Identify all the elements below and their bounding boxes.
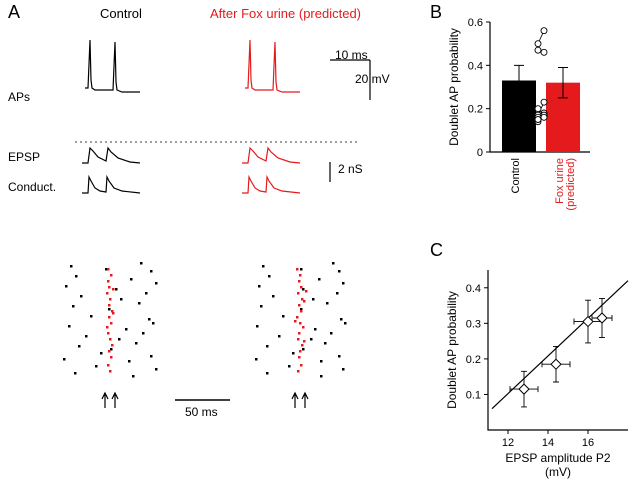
svg-text:Control: Control: [510, 158, 522, 193]
svg-text:0.3: 0.3: [466, 318, 481, 330]
svg-text:16: 16: [582, 437, 594, 449]
scale-cond: 2 nS: [338, 162, 363, 176]
panel-c-label: C: [430, 240, 443, 261]
raster-scale: 50 ms: [185, 405, 218, 419]
svg-text:0.2: 0.2: [466, 354, 481, 366]
svg-text:Doublet AP probability: Doublet AP probability: [447, 28, 461, 146]
svg-text:0.6: 0.6: [468, 17, 483, 29]
panel-a-traces: [20, 20, 440, 230]
svg-text:EPSP amplitude P2: EPSP amplitude P2: [505, 451, 611, 465]
panel-a-raster: [20, 260, 440, 460]
svg-text:Doublet AP probability: Doublet AP probability: [445, 291, 459, 409]
panel-b-chart: 00.20.40.6ControlFox urine(predicted)Dou…: [440, 12, 635, 222]
svg-text:0.4: 0.4: [468, 60, 483, 72]
svg-text:0: 0: [477, 147, 483, 159]
panel-a-control-title: Control: [100, 6, 142, 21]
svg-text:0.1: 0.1: [466, 389, 481, 401]
scale-voltage: 20 mV: [355, 72, 390, 86]
panel-c-chart: 12 14 16 0.1 0.2 0.3 0.4 Doublet AP probability…: [440, 260, 640, 495]
panel-a-label: A: [8, 2, 20, 23]
svg-text:0.2: 0.2: [468, 104, 483, 116]
svg-text:14: 14: [542, 437, 554, 449]
svg-text:(predicted): (predicted): [565, 158, 577, 211]
svg-text:0.4: 0.4: [466, 283, 481, 295]
svg-text:(mV): (mV): [545, 465, 571, 479]
svg-text:12: 12: [502, 437, 514, 449]
panel-a-fox-title: After Fox urine (predicted): [210, 6, 361, 21]
scale-time: 10 ms: [335, 48, 368, 62]
